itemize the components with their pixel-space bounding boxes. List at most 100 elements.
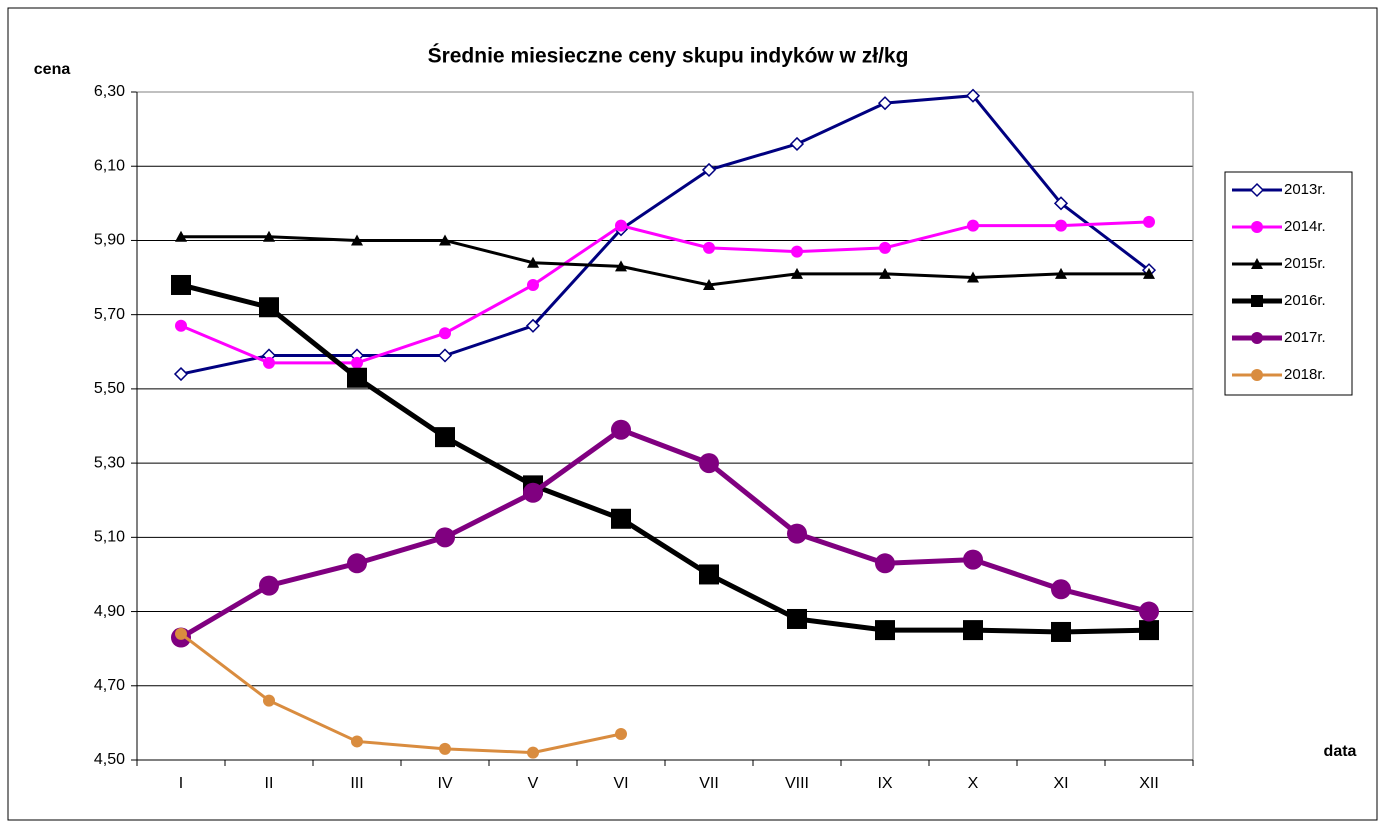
x-tick-label: XII xyxy=(1139,775,1159,792)
marker xyxy=(877,96,893,111)
y-tick-label: 4,90 xyxy=(94,603,125,620)
marker xyxy=(611,419,631,440)
marker xyxy=(527,278,539,291)
marker xyxy=(879,241,891,254)
x-tick-label: VI xyxy=(613,775,628,792)
marker xyxy=(175,230,187,242)
marker xyxy=(965,88,981,103)
marker xyxy=(967,219,979,232)
x-tick-label: VII xyxy=(699,775,719,792)
marker xyxy=(351,356,363,369)
marker xyxy=(615,260,627,272)
marker xyxy=(1143,267,1155,279)
marker xyxy=(791,245,803,258)
series-line xyxy=(180,632,622,755)
marker xyxy=(259,575,279,596)
marker xyxy=(699,453,719,474)
marker xyxy=(347,367,367,388)
x-tick-label: XI xyxy=(1053,775,1068,792)
series-line xyxy=(180,282,1150,635)
marker xyxy=(171,274,191,295)
legend-marker xyxy=(1251,258,1263,269)
marker xyxy=(1051,579,1071,600)
marker xyxy=(525,318,541,333)
marker xyxy=(789,136,805,152)
x-tick-label: I xyxy=(179,775,183,792)
x-axis-label: data xyxy=(1324,743,1357,760)
y-tick-label: 4,70 xyxy=(94,677,125,694)
marker xyxy=(701,162,717,177)
x-tick-label: III xyxy=(350,775,363,792)
y-tick-label: 5,30 xyxy=(94,454,125,471)
marker xyxy=(1055,267,1067,279)
marker xyxy=(527,256,539,268)
x-tick-label: II xyxy=(265,775,274,792)
marker xyxy=(615,219,627,232)
y-tick-label: 6,30 xyxy=(94,83,125,100)
marker xyxy=(435,527,455,548)
marker xyxy=(263,694,275,707)
legend-marker xyxy=(1249,182,1265,198)
marker xyxy=(263,230,275,242)
legend-label: 2014r. xyxy=(1284,218,1326,235)
marker xyxy=(439,234,451,246)
legend-marker xyxy=(1251,221,1263,233)
x-tick-label: IX xyxy=(877,775,892,792)
legend-label: 2013r. xyxy=(1284,181,1326,198)
marker xyxy=(527,746,539,759)
marker xyxy=(787,523,807,544)
marker xyxy=(1053,196,1069,211)
marker xyxy=(1051,621,1071,642)
marker xyxy=(523,482,543,503)
legend-label: 2016r. xyxy=(1284,292,1326,309)
marker xyxy=(703,241,715,254)
marker xyxy=(351,735,363,748)
y-tick-label: 5,70 xyxy=(94,306,125,323)
y-axis-label: cena xyxy=(34,61,71,78)
marker xyxy=(435,427,455,448)
legend-label: 2017r. xyxy=(1284,329,1326,346)
marker xyxy=(615,728,627,741)
legend-label: 2018r. xyxy=(1284,366,1326,383)
marker xyxy=(175,319,187,332)
chart-frame xyxy=(7,7,1378,821)
y-tick-label: 6,10 xyxy=(94,157,125,174)
marker xyxy=(787,608,807,629)
legend-box xyxy=(1224,171,1353,396)
series-line xyxy=(179,426,1150,640)
marker xyxy=(967,271,979,283)
marker xyxy=(173,366,189,382)
legend-marker xyxy=(1251,369,1263,381)
series-line xyxy=(181,235,1149,287)
marker xyxy=(175,627,187,640)
y-tick-label: 4,50 xyxy=(94,751,125,768)
marker xyxy=(439,327,451,340)
marker xyxy=(437,348,453,363)
x-tick-label: IV xyxy=(437,775,452,792)
marker xyxy=(263,356,275,369)
marker xyxy=(791,267,803,279)
marker xyxy=(1139,620,1159,641)
marker xyxy=(703,278,715,290)
marker xyxy=(347,553,367,574)
legend-label: 2015r. xyxy=(1284,255,1326,272)
marker xyxy=(699,564,719,585)
y-tick-label: 5,10 xyxy=(94,529,125,546)
marker xyxy=(1055,219,1067,232)
x-tick-label: VIII xyxy=(785,775,809,792)
marker xyxy=(351,234,363,246)
marker xyxy=(963,549,983,570)
legend-marker xyxy=(1251,332,1263,344)
chart-title: Średnie miesieczne ceny skupu indyków w … xyxy=(428,44,909,68)
marker xyxy=(875,620,895,641)
marker xyxy=(1143,215,1155,228)
marker xyxy=(875,553,895,574)
legend-marker xyxy=(1251,295,1263,307)
marker xyxy=(439,742,451,755)
x-tick-label: V xyxy=(528,775,539,792)
marker xyxy=(1139,601,1159,622)
marker xyxy=(879,267,891,279)
series-line xyxy=(180,94,1150,376)
